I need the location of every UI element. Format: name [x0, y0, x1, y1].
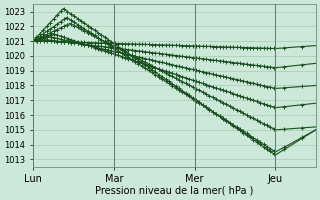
X-axis label: Pression niveau de la mer( hPa ): Pression niveau de la mer( hPa ) — [95, 186, 253, 196]
